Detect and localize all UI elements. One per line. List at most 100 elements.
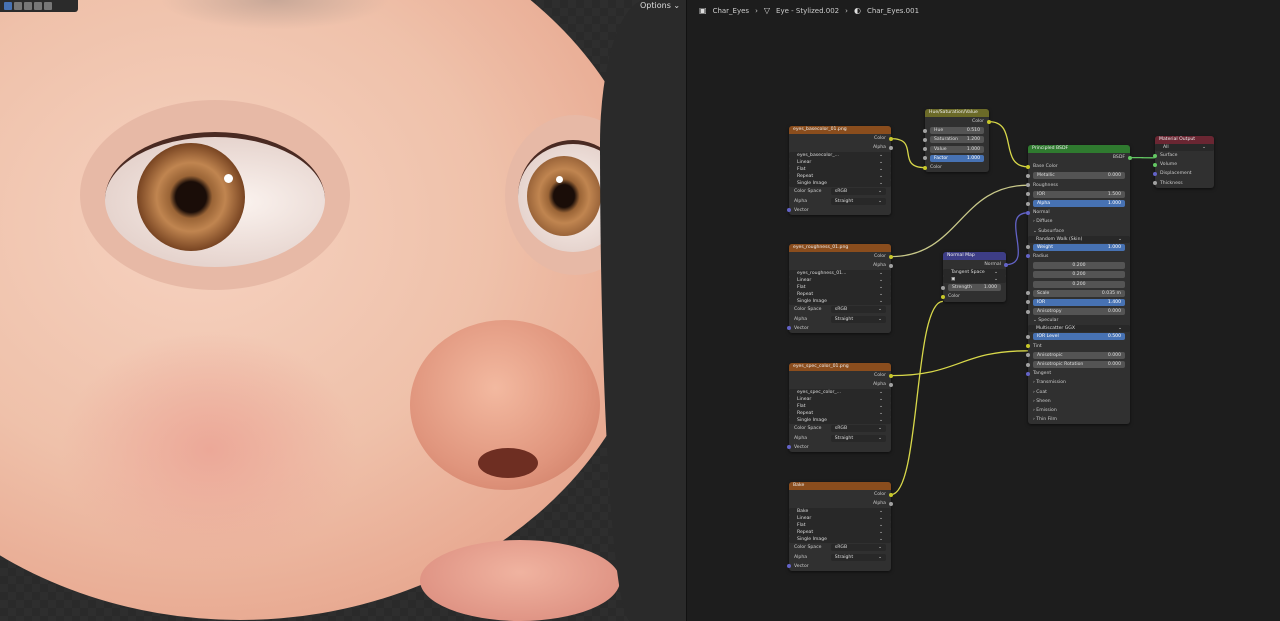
dropdown[interactable]: Straight ⌄ bbox=[830, 434, 886, 442]
dropdown[interactable]: Tangent Space ⌄ bbox=[947, 269, 1002, 277]
socket-gray[interactable] bbox=[889, 501, 893, 506]
dropdown[interactable]: Flat ⌄ bbox=[793, 522, 887, 530]
value-field[interactable]: Weight 1.000 bbox=[1033, 243, 1125, 251]
socket-purple[interactable] bbox=[1153, 171, 1157, 176]
socket-gray[interactable] bbox=[941, 285, 945, 290]
value-field[interactable]: Strength 1.000 bbox=[948, 284, 1001, 292]
dropdown[interactable]: sRGB ⌄ bbox=[830, 306, 886, 314]
socket-gray[interactable] bbox=[1026, 291, 1030, 296]
socket-green[interactable] bbox=[1128, 155, 1132, 160]
socket-green[interactable] bbox=[1153, 153, 1157, 158]
shader-node-editor[interactable]: ▣ Char_Eyes › ▽ Eye - Stylized.002 › ◐ C… bbox=[686, 0, 1280, 621]
value-field[interactable]: IOR 1.400 bbox=[1033, 298, 1125, 306]
dropdown[interactable]: Repeat ⌄ bbox=[793, 173, 887, 181]
selection-mode-toolbar[interactable] bbox=[0, 0, 78, 12]
value-field[interactable]: Anisotropy 0.000 bbox=[1033, 308, 1125, 316]
socket-purple[interactable] bbox=[1026, 371, 1030, 376]
dropdown[interactable]: Linear ⌄ bbox=[793, 515, 887, 523]
socket-gray[interactable] bbox=[1026, 309, 1030, 314]
socket-yellow[interactable] bbox=[889, 492, 893, 497]
node-row[interactable]: › Sheen bbox=[1028, 397, 1130, 406]
node-header[interactable]: eyes_spec_color_01.png bbox=[789, 363, 891, 371]
dropdown[interactable]: Single Image ⌄ bbox=[793, 298, 887, 306]
dropdown[interactable]: Linear ⌄ bbox=[793, 396, 887, 404]
node-row[interactable]: ⌄ Specular bbox=[1028, 316, 1130, 325]
node-bake[interactable]: Bake Color Alpha Bake ⌄ Linear ⌄ Flat ⌄ Repeat ⌄ Si… bbox=[787, 482, 893, 571]
value-field[interactable]: Saturation 1.200 bbox=[930, 136, 984, 144]
socket-gray[interactable] bbox=[923, 156, 927, 161]
dropdown[interactable]: eyes_roughness_01... ⌄ bbox=[793, 270, 887, 278]
socket-gray[interactable] bbox=[1026, 353, 1030, 358]
socket-yellow[interactable] bbox=[941, 294, 945, 299]
value-field[interactable]: Factor 1.000 bbox=[930, 154, 984, 162]
dropdown[interactable]: Straight ⌄ bbox=[830, 197, 886, 205]
value-field[interactable]: Metallic 0.000 bbox=[1033, 172, 1125, 180]
node-row[interactable]: › Coat bbox=[1028, 388, 1130, 397]
breadcrumb-mesh[interactable]: Eye - Stylized.002 bbox=[776, 6, 840, 15]
node-row[interactable]: › Transmission bbox=[1028, 378, 1130, 387]
socket-gray[interactable] bbox=[1026, 245, 1030, 250]
node-tex2[interactable]: eyes_roughness_01.png Color Alpha eyes_roug… bbox=[787, 244, 893, 333]
socket-gray[interactable] bbox=[1026, 201, 1030, 206]
dropdown[interactable]: eyes_spec_color_... ⌄ bbox=[793, 389, 887, 397]
socket-yellow[interactable] bbox=[1026, 164, 1030, 169]
node-out[interactable]: Material Output All ⌄ Surface Volume Displace… bbox=[1153, 136, 1214, 188]
node-row[interactable]: ⌄ Subsurface bbox=[1028, 227, 1130, 236]
value-field[interactable]: 0.200 bbox=[1033, 271, 1125, 279]
socket-green[interactable] bbox=[1153, 162, 1157, 167]
socket-gray[interactable] bbox=[889, 263, 893, 268]
node-nmap[interactable]: Normal Map Normal Tangent Space ⌄ ▣ ⌄ Strength… bbox=[941, 252, 1008, 302]
breadcrumb-object[interactable]: Char_Eyes bbox=[712, 6, 750, 15]
node-header[interactable]: Hue/Saturation/Value bbox=[925, 109, 989, 117]
socket-gray[interactable] bbox=[1153, 181, 1157, 186]
dropdown[interactable]: Flat ⌄ bbox=[793, 403, 887, 411]
value-field[interactable]: Alpha 1.000 bbox=[1033, 200, 1125, 208]
select-intersect-icon[interactable] bbox=[44, 2, 52, 10]
value-field[interactable]: Anisotropic Rotation 0.000 bbox=[1033, 361, 1125, 369]
node-tex3[interactable]: eyes_spec_color_01.png Color Alpha eyes_spe… bbox=[787, 363, 893, 452]
dropdown[interactable]: ▣ ⌄ bbox=[947, 276, 1002, 284]
node-header[interactable]: eyes_basecolor_01.png bbox=[789, 126, 891, 134]
socket-purple[interactable] bbox=[787, 326, 791, 331]
select-box-icon[interactable] bbox=[4, 2, 12, 10]
socket-purple[interactable] bbox=[787, 564, 791, 569]
options-dropdown[interactable]: Options ⌄ bbox=[640, 1, 681, 10]
socket-gray[interactable] bbox=[1026, 183, 1030, 188]
node-tex1[interactable]: eyes_basecolor_01.png Color Alpha eyes_base… bbox=[787, 126, 893, 215]
dropdown[interactable]: Random Walk (Skin) ⌄ bbox=[1032, 235, 1126, 243]
value-field[interactable]: Scale 0.035 m bbox=[1033, 289, 1125, 297]
select-subtract-icon[interactable] bbox=[24, 2, 32, 10]
socket-gray[interactable] bbox=[889, 382, 893, 387]
dropdown[interactable]: Repeat ⌄ bbox=[793, 529, 887, 537]
value-field[interactable]: IOR Level 0.500 bbox=[1033, 333, 1125, 341]
socket-yellow[interactable] bbox=[889, 254, 893, 259]
value-field[interactable]: IOR 1.500 bbox=[1033, 190, 1125, 198]
dropdown[interactable]: Multiscatter GGX ⌄ bbox=[1032, 325, 1126, 333]
dropdown[interactable]: Bake ⌄ bbox=[793, 508, 887, 516]
socket-purple[interactable] bbox=[1004, 262, 1008, 267]
value-field[interactable]: Hue 0.510 bbox=[930, 127, 984, 135]
value-field[interactable]: 0.200 bbox=[1033, 262, 1125, 270]
dropdown[interactable]: eyes_basecolor_... ⌄ bbox=[793, 152, 887, 160]
socket-gray[interactable] bbox=[923, 128, 927, 133]
dropdown[interactable]: Single Image ⌄ bbox=[793, 417, 887, 425]
socket-purple[interactable] bbox=[787, 445, 791, 450]
socket-gray[interactable] bbox=[1026, 192, 1030, 197]
dropdown[interactable]: All ⌄ bbox=[1159, 144, 1210, 151]
value-field[interactable]: Anisotropic 0.000 bbox=[1033, 351, 1125, 359]
dropdown[interactable]: sRGB ⌄ bbox=[830, 544, 886, 552]
socket-yellow[interactable] bbox=[987, 119, 991, 124]
dropdown[interactable]: Single Image ⌄ bbox=[793, 536, 887, 544]
socket-gray[interactable] bbox=[1026, 362, 1030, 367]
3d-viewport[interactable]: Options ⌄ bbox=[0, 0, 686, 621]
dropdown[interactable]: Linear ⌄ bbox=[793, 277, 887, 285]
socket-yellow[interactable] bbox=[889, 373, 893, 378]
socket-yellow[interactable] bbox=[923, 165, 927, 170]
socket-gray[interactable] bbox=[923, 147, 927, 152]
dropdown[interactable]: Repeat ⌄ bbox=[793, 291, 887, 299]
dropdown[interactable]: sRGB ⌄ bbox=[830, 188, 886, 196]
node-row[interactable]: › Diffuse bbox=[1028, 217, 1130, 226]
socket-gray[interactable] bbox=[889, 145, 893, 150]
socket-purple[interactable] bbox=[1026, 210, 1030, 215]
socket-yellow[interactable] bbox=[1026, 344, 1030, 349]
